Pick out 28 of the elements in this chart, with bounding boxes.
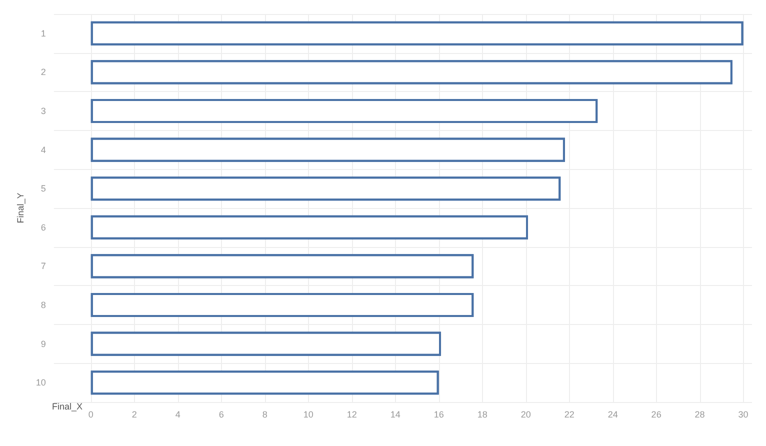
y-tick-label: 5	[40, 184, 46, 194]
x-tick-label: 26	[651, 410, 662, 420]
x-tick-label: 14	[390, 410, 400, 420]
y-tick-label: 7	[40, 261, 46, 272]
y-tick-label: 9	[40, 338, 46, 349]
y-tick-label: 4	[40, 144, 46, 155]
x-tick-label: 2	[132, 410, 137, 420]
x-tick-label: 8	[262, 410, 268, 420]
y-tick-label: 10	[36, 378, 46, 388]
y-tick-label: 6	[40, 222, 46, 232]
y-tick-label: 3	[40, 106, 46, 116]
x-axis-title: Final_X	[52, 402, 82, 412]
x-tick-label: 4	[175, 410, 180, 420]
y-tick-label: 2	[40, 67, 46, 78]
x-tick-label: 22	[564, 410, 574, 420]
x-tick-label: 28	[694, 410, 705, 420]
x-tick-label: 24	[608, 410, 618, 420]
y-tick-label: 8	[40, 300, 46, 310]
x-tick-label: 30	[738, 410, 748, 420]
x-tick-label: 10	[303, 410, 314, 420]
x-tick-label: 0	[88, 410, 94, 420]
x-tick-label: 20	[520, 410, 531, 420]
x-tick-label: 16	[434, 410, 444, 420]
x-tick-label: 18	[477, 410, 488, 420]
y-tick-label: 1	[40, 28, 46, 38]
x-tick-label: 12	[346, 410, 357, 420]
y-axis-title: Final_Y	[16, 192, 26, 224]
x-tick-label: 6	[218, 410, 224, 420]
